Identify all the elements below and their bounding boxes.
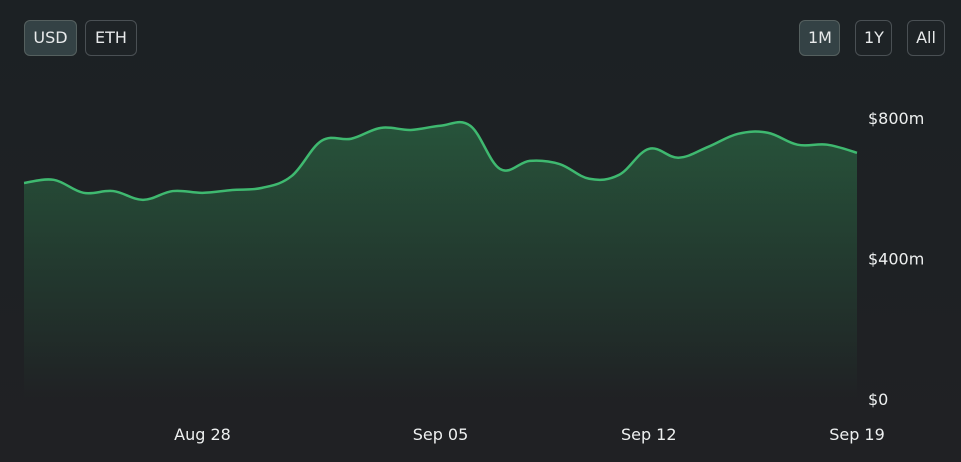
range-button[interactable]: All (907, 20, 945, 56)
area (24, 122, 857, 399)
line (23, 120, 858, 202)
y-tick-label: $0 (868, 390, 888, 409)
range-button[interactable]: 1M (799, 20, 840, 56)
x-tick-label: Sep 19 (829, 425, 885, 444)
currency-button[interactable]: ETH (85, 20, 137, 56)
currency-button[interactable]: USD (24, 20, 77, 56)
y-tick-label: $800m (868, 109, 924, 128)
x-tick-label: Sep 05 (413, 425, 469, 444)
range-button[interactable]: 1Y (855, 20, 892, 56)
x-tick-label: Sep 12 (621, 425, 677, 444)
y-tick-label: $400m (868, 250, 924, 269)
x-tick-label: Aug 28 (174, 425, 231, 444)
